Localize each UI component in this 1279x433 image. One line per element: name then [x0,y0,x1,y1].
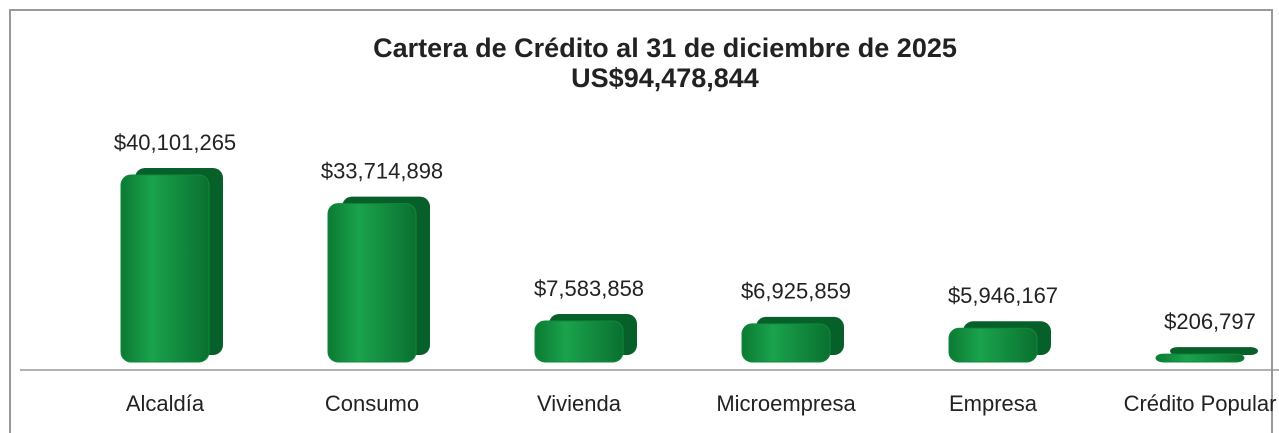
chart-subtitle: US$94,478,844 [571,63,759,93]
chart-title: Cartera de Crédito al 31 de diciembre de… [373,33,957,63]
bar-front [741,323,831,363]
x-tick-label: Alcaldía [126,391,205,416]
bar [741,316,844,363]
x-tick-label: Microempresa [716,391,856,416]
bar-front [1155,353,1245,363]
x-tick-label: Crédito Popular [1124,391,1277,416]
bar-front [327,203,417,363]
x-tick-label: Vivienda [537,391,622,416]
value-label: $40,101,265 [114,130,236,155]
bar [1155,347,1258,363]
bar-front [120,174,210,363]
x-tick-label: Empresa [949,391,1038,416]
value-label: $33,714,898 [321,158,443,183]
frame [9,9,1273,433]
bar-front [948,327,1038,363]
bar-front [534,320,624,363]
value-label: $206,797 [1164,309,1256,334]
value-label: $7,583,858 [534,276,644,301]
bar [327,196,430,363]
bar [120,168,223,363]
value-label: $5,946,167 [948,283,1058,308]
value-label: $6,925,859 [741,279,851,304]
x-tick-label: Consumo [325,391,419,416]
bar [948,321,1051,363]
bar-side [1170,347,1258,355]
bar [534,313,637,363]
